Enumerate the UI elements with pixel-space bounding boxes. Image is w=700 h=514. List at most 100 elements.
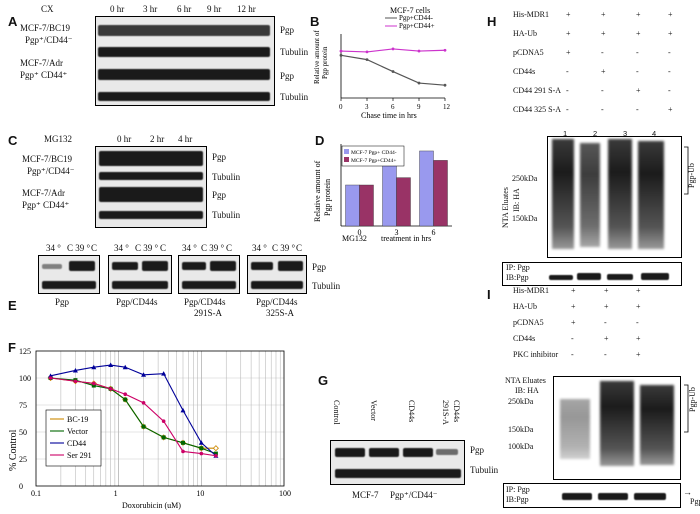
panel-label-a: A	[8, 14, 18, 29]
temp-label: C 39 °	[272, 243, 296, 253]
x-tick-label: 0	[358, 228, 362, 237]
pgp-label: Pgp	[690, 497, 700, 506]
legend-label: BC-19	[67, 415, 88, 424]
row-label: PKC inhibitor	[513, 350, 559, 359]
plus-minus-cell: +	[636, 86, 641, 95]
data-point	[214, 453, 218, 458]
data-point	[91, 383, 96, 388]
data-point	[339, 53, 343, 57]
row-label: pCDNA5	[513, 318, 544, 327]
data-point	[199, 451, 204, 456]
blot-e1	[38, 255, 100, 294]
plus-minus-cell: -	[566, 105, 569, 114]
pgpub-label: Pgp-Ub	[688, 387, 697, 412]
time-label: 12 hr	[237, 4, 256, 14]
panel-label-d: D	[315, 133, 325, 148]
pgpub-label: Pgp-Ub	[687, 163, 696, 188]
temp-label: C 39 °	[135, 243, 159, 253]
pgp-label: Pgp	[280, 71, 295, 81]
plus-minus-cell: -	[636, 48, 639, 57]
chart-b: MCF-7 cells Relative amount of Pgp prote…	[313, 6, 451, 120]
y-tick-label: 100	[19, 374, 31, 383]
series-line	[50, 377, 216, 457]
time-label: 0 hr	[110, 4, 125, 14]
y-tick-label: 50	[19, 428, 27, 437]
plus-minus-cell: +	[601, 67, 606, 76]
data-point	[180, 407, 186, 413]
data-point	[141, 401, 146, 405]
plus-minus-cell: +	[668, 105, 673, 114]
plus-minus-cell: +	[636, 286, 641, 295]
x-tick-label: 12	[443, 103, 451, 111]
legend-title: MCF-7 cells	[390, 6, 430, 15]
row1-sublabel: Pgp⁺/CD44⁻	[25, 35, 73, 45]
row-label: pCDNA5	[513, 48, 544, 57]
plus-minus-cell: +	[636, 302, 641, 311]
legend-label: MCF-7 Pgp+ CD44-	[351, 150, 397, 156]
plus-minus-cell: +	[604, 286, 609, 295]
x-axis-label: Doxorubicin (uM)	[122, 501, 181, 510]
temp-label: C	[91, 243, 98, 253]
plus-minus-cell: +	[668, 10, 673, 19]
mg132-label: MG132	[44, 134, 73, 144]
mw-marker: 250kDa	[512, 174, 538, 183]
legend-swatch	[344, 157, 349, 162]
blot-e3	[178, 255, 240, 294]
temp-label: 34 °	[252, 243, 267, 253]
blot-a	[95, 16, 275, 106]
tubulin-label: Tubulin	[212, 172, 241, 182]
ib-label: IB:Pgp	[506, 495, 529, 504]
row1-sublabel: Pgp⁺/CD44⁻	[27, 166, 75, 176]
plus-minus-cell: +	[636, 334, 641, 343]
temp-label: 34 °	[182, 243, 197, 253]
plus-minus-cell: +	[601, 10, 606, 19]
col-label: Control	[332, 400, 341, 425]
data-point	[123, 397, 128, 402]
lane-label: 4	[652, 129, 657, 138]
lane-label: 3	[623, 129, 628, 138]
blot-label: Pgp/CD44s	[116, 297, 158, 307]
caption: MCF-7	[352, 490, 379, 500]
data-point	[212, 445, 219, 452]
x-axis-label: Chase time in hrs	[361, 111, 417, 120]
data-point	[391, 47, 395, 51]
panel-label-c: C	[8, 133, 18, 148]
pgp-label: Pgp	[280, 25, 295, 35]
legend-label: Pgp+CD44+	[399, 22, 435, 30]
data-point	[417, 49, 421, 53]
pgp-label: Pgp	[312, 262, 327, 272]
data-point	[48, 376, 53, 380]
ip-label: IP: Pgp	[506, 485, 530, 494]
data-point	[91, 381, 96, 386]
col-label: Vector	[369, 400, 378, 421]
blot-label: Pgp	[55, 297, 70, 307]
tubulin-label: Tubulin	[280, 92, 309, 102]
panel-label-h: H	[487, 14, 497, 29]
temp-label: 34 °	[114, 243, 129, 253]
bracket	[684, 384, 689, 433]
plus-minus-cell: +	[636, 10, 641, 19]
y-tick-label: 0	[19, 482, 23, 491]
row-label: CD44s	[513, 334, 536, 343]
data-point	[199, 446, 204, 451]
row2-label: MCF-7/Adr	[22, 188, 66, 198]
y-axis-label: Relative amount of	[313, 160, 322, 222]
y-axis-label: Relative amount of	[313, 30, 321, 84]
panel-label-e: E	[8, 298, 17, 313]
plus-minus-cell: -	[636, 318, 639, 327]
bar	[433, 160, 448, 227]
bracket	[684, 146, 689, 195]
x-tick-label: 1	[114, 489, 118, 498]
temp-label: C	[296, 243, 303, 253]
ip-label: IP: Pgp	[506, 263, 530, 272]
arrow-icon: →	[683, 487, 692, 497]
bar	[396, 177, 411, 227]
data-point	[339, 49, 343, 53]
y-tick-label: 125	[19, 347, 31, 356]
blot-g	[330, 440, 465, 485]
plus-minus-cell: +	[601, 29, 606, 38]
series-line	[50, 364, 217, 457]
row-label: His-MDR1	[513, 10, 550, 19]
plus-minus-cell: +	[566, 48, 571, 57]
data-point	[443, 83, 447, 87]
